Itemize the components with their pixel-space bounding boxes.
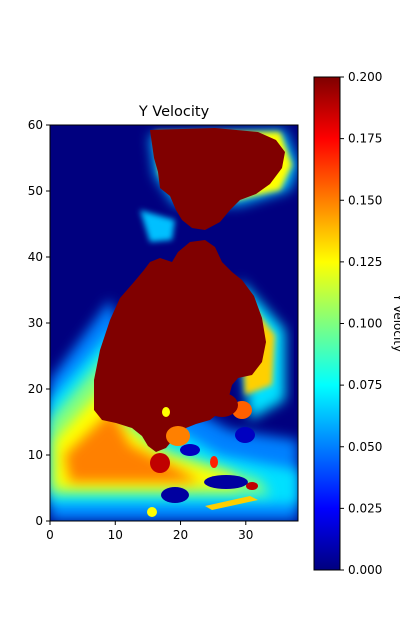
colorbar-tick-label: 0.075 — [348, 378, 382, 392]
x-tick-label: 20 — [173, 528, 188, 542]
chart-title: Y Velocity — [138, 104, 210, 120]
colorbar-tick-label: 0.200 — [348, 70, 382, 84]
y-tick-label: 40 — [28, 250, 43, 264]
colorbar-ticks: 0.000 0.025 0.050 0.075 0.100 0.125 0.150 0.175… — [340, 70, 382, 577]
heatmap-lower-blobs — [147, 393, 258, 517]
colorbar-tick-label: 0.125 — [348, 255, 382, 269]
y-axis: 0 10 20 30 40 50 60 — [28, 118, 50, 528]
x-tick-label: 0 — [46, 528, 54, 542]
heatmap — [50, 125, 298, 521]
y-tick-label: 30 — [28, 316, 43, 330]
colorbar — [313, 76, 341, 571]
colorbar-tick-label: 0.000 — [348, 563, 382, 577]
colorbar-tick-label: 0.025 — [348, 501, 382, 515]
y-tick-label: 50 — [28, 184, 43, 198]
colorbar-tick-label: 0.050 — [348, 440, 382, 454]
y-tick-label: 0 — [35, 514, 43, 528]
colorbar-label: Y Velocity — [391, 293, 400, 352]
y-tick-label: 20 — [28, 382, 43, 396]
colorbar-tick-label: 0.150 — [348, 193, 382, 207]
y-tick-label: 10 — [28, 448, 43, 462]
colorbar-tick-label: 0.175 — [348, 132, 382, 146]
y-tick-label: 60 — [28, 118, 43, 132]
x-tick-label: 30 — [238, 528, 253, 542]
heatmap-upper-plume — [150, 128, 285, 230]
x-tick-label: 10 — [108, 528, 123, 542]
x-axis: 0 10 20 30 — [46, 521, 253, 542]
colorbar-tick-label: 0.100 — [348, 317, 382, 331]
